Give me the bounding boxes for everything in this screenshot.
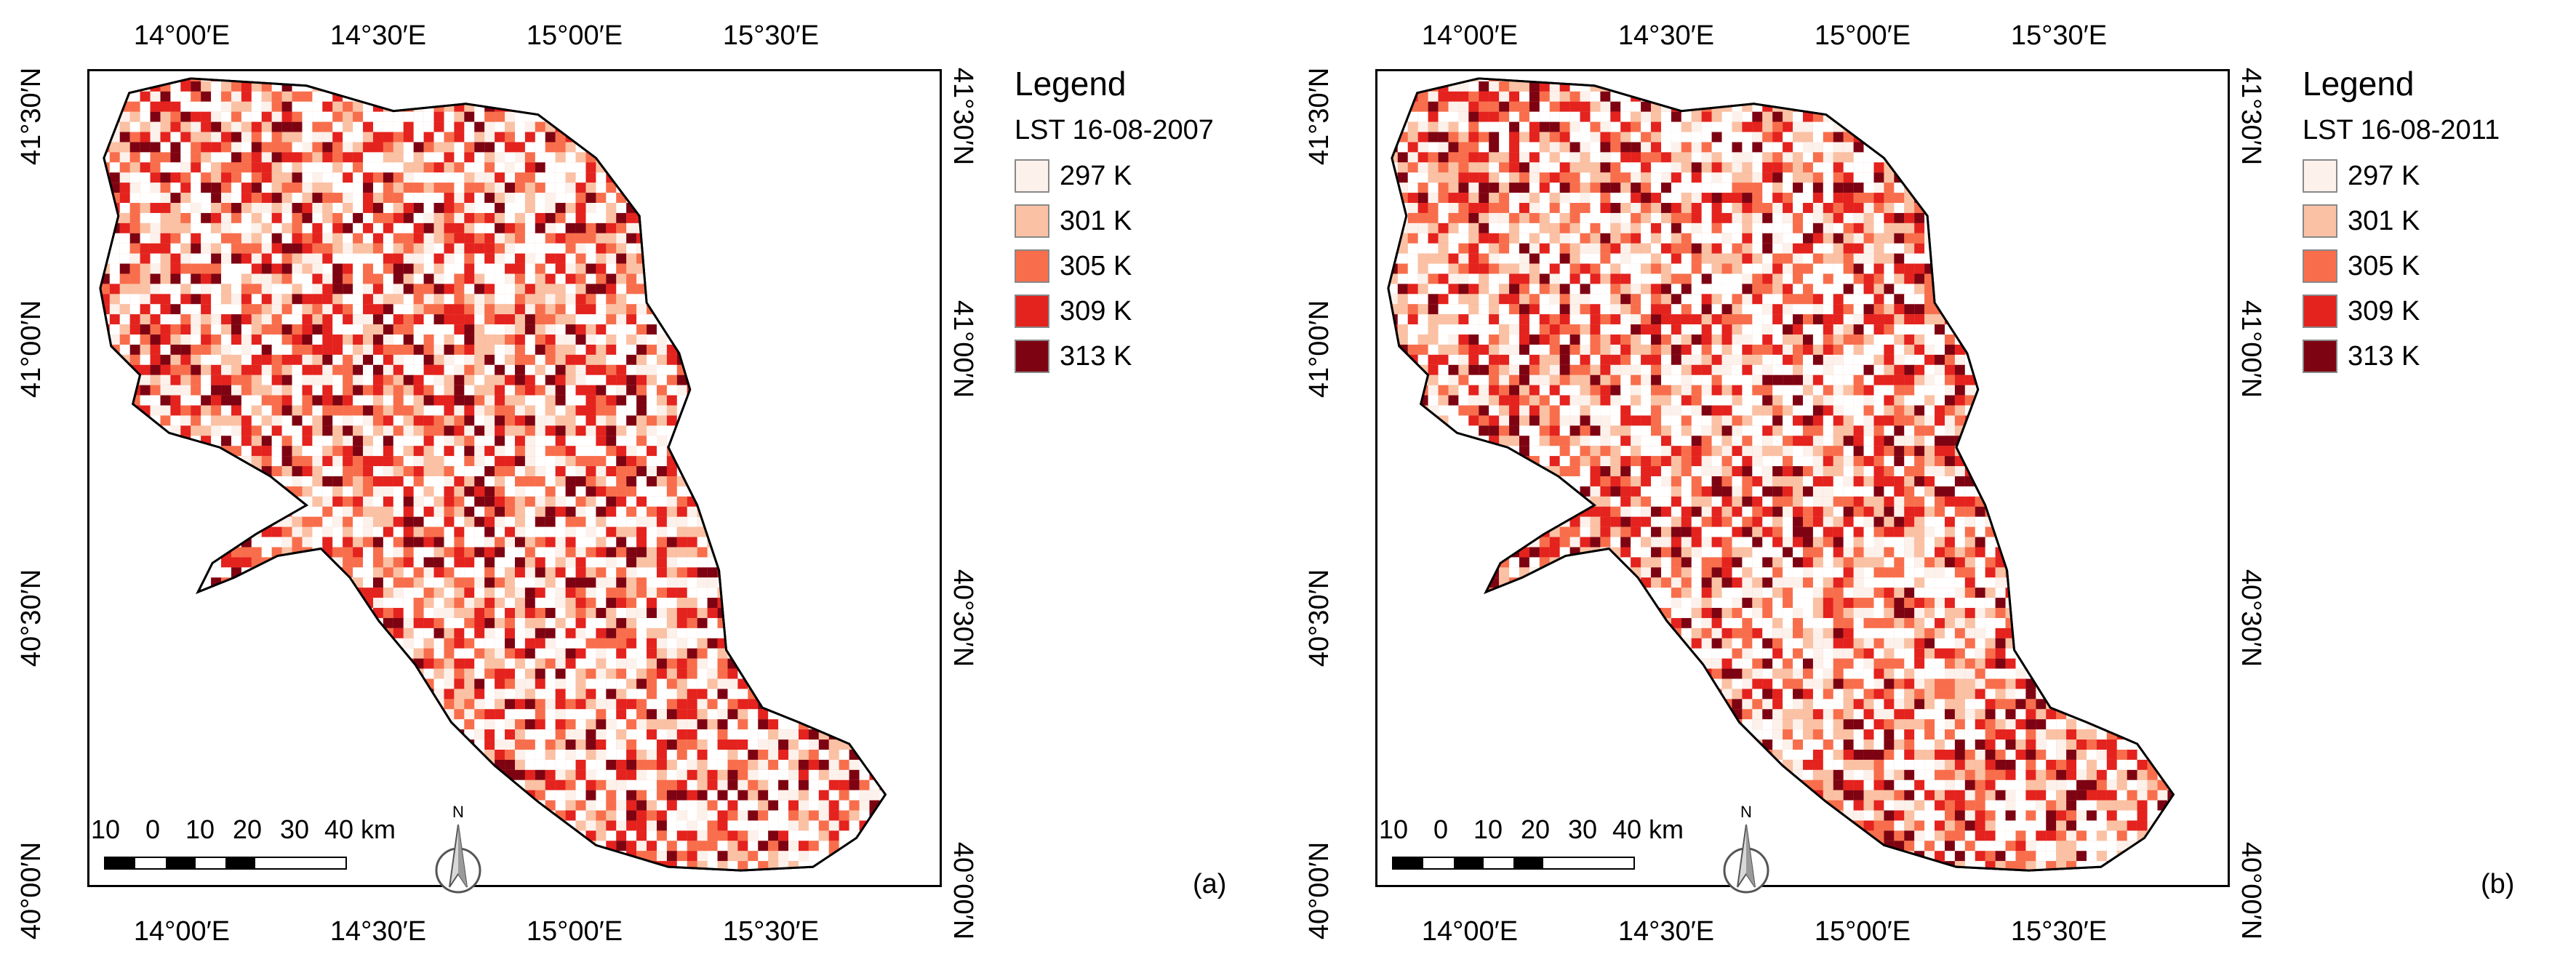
legend-item: 305 K (2303, 244, 2500, 289)
legend-item: 313 K (2303, 334, 2500, 379)
x-tick-bottom-label: 15°00′E (526, 916, 623, 947)
scale-label: 20 (1520, 814, 1551, 844)
coastline (99, 77, 887, 872)
legend-swatch (1015, 340, 1049, 373)
legend-item: 309 K (2303, 289, 2500, 334)
y-tick-right-label: 41°00′N (948, 300, 978, 398)
scale-bar-segments (1392, 857, 1635, 870)
legend-title: Legend (1015, 65, 1127, 103)
legend-label: 305 K (2348, 250, 2420, 281)
x-tick-bottom-label: 14°00′E (133, 916, 231, 947)
y-tick-right-label: 40°00′N (2236, 841, 2266, 940)
panel-label: (a) (1193, 869, 1227, 899)
x-tick-top-label: 14°30′E (1617, 20, 1715, 51)
x-tick-top-label: 14°00′E (1421, 20, 1519, 51)
scale-label: 10 (185, 814, 215, 844)
legend-label: 313 K (1060, 340, 1132, 372)
north-label: N (452, 803, 464, 821)
scale-label: 0 (145, 814, 161, 844)
legend-label: 301 K (2348, 205, 2420, 236)
scale-label: 30 (279, 814, 310, 844)
legend-subtitle: LST 16-08-2007 (1015, 115, 1214, 145)
legend-item: 313 K (1015, 334, 1214, 379)
legend-item: 305 K (1015, 244, 1214, 289)
legend-subtitle: LST 16-08-2011 (2303, 115, 2500, 145)
legend-swatch (1015, 294, 1049, 328)
scale-label: 40 km (324, 814, 396, 844)
y-tick-right-label: 41°00′N (2236, 300, 2266, 398)
legend-swatch (1015, 159, 1049, 193)
x-tick-top-label: 14°30′E (329, 20, 427, 51)
y-tick-left-label: 41°00′N (16, 300, 47, 398)
legend-item: 301 K (2303, 199, 2500, 244)
legend-item: 297 K (1015, 153, 1214, 199)
y-tick-right-label: 40°30′N (2236, 569, 2266, 668)
x-tick-top-label: 15°00′E (1814, 20, 1911, 51)
legend-label: 301 K (1060, 205, 1132, 236)
y-tick-right-label: 41°30′N (2236, 67, 2266, 166)
campania-lst-map (1387, 77, 2175, 872)
legend-swatch (2303, 159, 2337, 193)
north-arrow-icon: N (435, 803, 481, 894)
x-tick-bottom-label: 15°30′E (2010, 916, 2108, 947)
legend-label: 297 K (1060, 160, 1132, 191)
y-tick-left-label: 41°00′N (1304, 300, 1335, 398)
legend-swatch (1015, 249, 1049, 283)
lst-pixels (100, 78, 886, 871)
x-tick-bottom-label: 15°00′E (1814, 916, 1911, 947)
legend-label: 305 K (1060, 250, 1132, 281)
legend-swatch (2303, 204, 2337, 238)
legend-item: 297 K (2303, 153, 2500, 199)
legend-label: 309 K (2348, 295, 2420, 326)
legend-swatch (1015, 204, 1049, 238)
legend: Legend LST 16-08-2007 297 K 301 K 305 K … (1015, 64, 1214, 379)
x-tick-bottom-label: 14°00′E (1421, 916, 1519, 947)
north-label: N (1740, 803, 1752, 821)
scale-bar-segments (104, 857, 347, 870)
legend-label: 309 K (1060, 295, 1132, 326)
coastline (1387, 77, 2175, 872)
x-tick-bottom-label: 15°30′E (722, 916, 820, 947)
legend-title: Legend (2303, 65, 2415, 103)
scale-label: 40 km (1612, 814, 1684, 844)
legend-item: 301 K (1015, 199, 1214, 244)
x-tick-top-label: 15°00′E (526, 20, 623, 51)
x-tick-top-label: 15°30′E (2010, 20, 2108, 51)
y-tick-right-label: 40°30′N (948, 569, 978, 668)
map-frame (87, 69, 942, 887)
scale-label: 20 (232, 814, 263, 844)
legend-swatch (2303, 249, 2337, 283)
x-tick-bottom-label: 14°30′E (1617, 916, 1715, 947)
y-tick-left-label: 40°00′N (1304, 841, 1335, 940)
scale-label: 10 (90, 814, 121, 844)
legend-swatch (2303, 294, 2337, 328)
y-tick-right-label: 41°30′N (948, 67, 978, 166)
scale-label: 10 (1378, 814, 1409, 844)
panel-label: (b) (2481, 869, 2515, 899)
legend-label: 297 K (2348, 160, 2420, 191)
legend: Legend LST 16-08-2011 297 K 301 K 305 K … (2303, 64, 2500, 379)
y-tick-left-label: 41°30′N (16, 67, 47, 166)
campania-lst-map (99, 77, 887, 872)
scale-label: 0 (1433, 814, 1449, 844)
y-tick-left-label: 40°00′N (16, 841, 47, 940)
y-tick-right-label: 40°00′N (948, 841, 978, 940)
legend-label: 313 K (2348, 340, 2420, 372)
scale-label: 10 (1473, 814, 1503, 844)
map-panel-a: 14°00′E 14°30′E 15°00′E 15°30′E 14°00′E … (16, 20, 1227, 947)
map-frame (1375, 69, 2230, 887)
map-panel-b: 14°00′E 14°30′E 15°00′E 15°30′E 14°00′E … (1288, 0, 2576, 962)
scale-label: 30 (1567, 814, 1598, 844)
lst-pixels (1388, 78, 2174, 871)
legend-swatch (2303, 340, 2337, 373)
y-tick-left-label: 40°30′N (16, 569, 47, 668)
x-tick-bottom-label: 14°30′E (329, 916, 427, 947)
y-tick-left-label: 40°30′N (1304, 569, 1335, 668)
legend-item: 309 K (1015, 289, 1214, 334)
x-tick-top-label: 14°00′E (133, 20, 231, 51)
y-tick-left-label: 41°30′N (1304, 67, 1335, 166)
x-tick-top-label: 15°30′E (722, 20, 820, 51)
north-arrow-icon: N (1723, 803, 1769, 894)
